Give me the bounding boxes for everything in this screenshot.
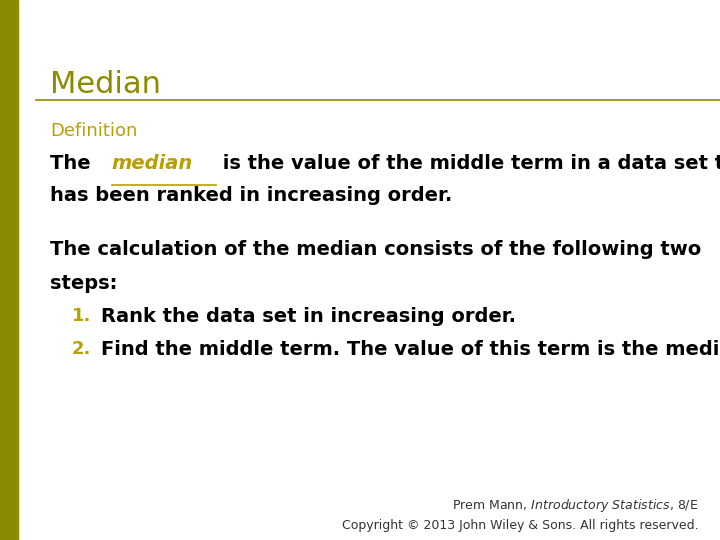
Text: Median: Median [50,70,161,99]
Text: Prem Mann, $\it{Introductory\ Statistics}$, 8/E: Prem Mann, $\it{Introductory\ Statistics… [452,497,698,514]
Text: is the value of the middle term in a data set that: is the value of the middle term in a dat… [217,154,720,173]
Text: has been ranked in increasing order.: has been ranked in increasing order. [50,186,453,205]
Text: 1.: 1. [72,307,91,325]
Text: median: median [112,154,193,173]
Text: The: The [50,154,98,173]
Text: Definition: Definition [50,122,138,139]
Text: Copyright © 2013 John Wiley & Sons. All rights reserved.: Copyright © 2013 John Wiley & Sons. All … [342,519,698,532]
Text: Find the middle term. The value of this term is the median.: Find the middle term. The value of this … [101,340,720,359]
Text: Rank the data set in increasing order.: Rank the data set in increasing order. [101,307,516,326]
Text: The calculation of the median consists of the following two: The calculation of the median consists o… [50,240,702,259]
Text: 2.: 2. [72,340,91,358]
Text: steps:: steps: [50,274,118,293]
